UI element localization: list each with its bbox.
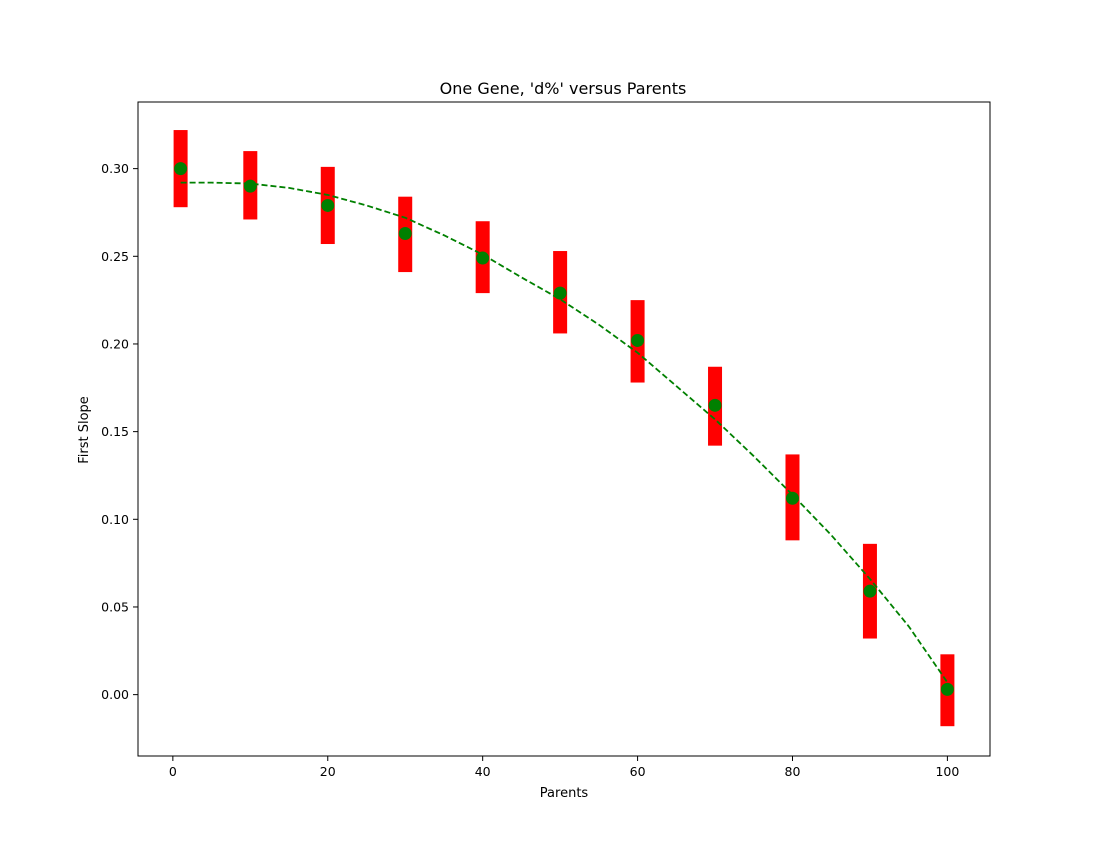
chart-title: One Gene, 'd%' versus Parents: [440, 79, 687, 98]
data-point: [398, 227, 412, 241]
data-point: [476, 251, 490, 265]
y-tick-label: 0.30: [101, 161, 129, 176]
y-tick-label: 0.00: [101, 687, 129, 702]
y-axis-label: First Slope: [77, 396, 92, 464]
plot-frame: [137, 101, 991, 757]
y-axis: 0.00 0.05 0.10 0.15 0.20 0.25 0.30: [101, 161, 138, 702]
data-point: [940, 682, 954, 696]
x-tick-label: 100: [935, 764, 959, 779]
data-point: [321, 198, 335, 212]
x-axis: 0 20 40 60 80 100: [169, 756, 959, 779]
y-tick-label: 0.20: [101, 336, 129, 351]
data-point: [863, 584, 877, 598]
data-point: [553, 286, 567, 300]
x-tick-label: 0: [169, 764, 177, 779]
plot-content: [173, 130, 955, 727]
data-point: [243, 179, 257, 193]
x-tick-label: 40: [475, 764, 491, 779]
y-tick-label: 0.10: [101, 512, 129, 527]
y-tick-label: 0.05: [101, 599, 129, 614]
data-point: [174, 162, 188, 176]
y-tick-label: 0.25: [101, 249, 129, 264]
x-tick-label: 80: [785, 764, 801, 779]
y-tick-label: 0.15: [101, 424, 129, 439]
fit-curve: [180, 181, 949, 683]
x-tick-label: 20: [320, 764, 336, 779]
x-axis-label: Parents: [540, 786, 589, 801]
data-point: [631, 333, 645, 347]
data-point: [785, 491, 799, 505]
data-point: [708, 398, 722, 412]
x-tick-label: 60: [630, 764, 646, 779]
